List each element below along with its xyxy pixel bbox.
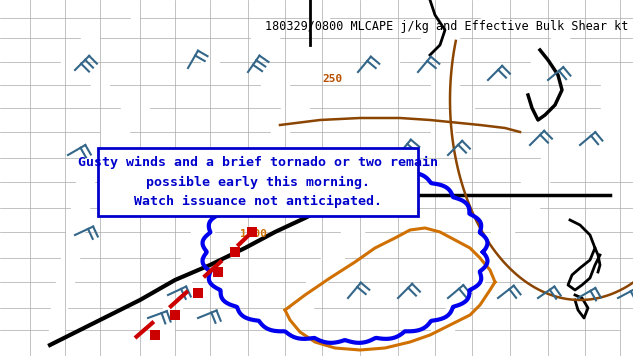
FancyBboxPatch shape — [98, 148, 418, 216]
Text: 180329/0800 MLCAPE j/kg and Effective Bulk Shear kt: 180329/0800 MLCAPE j/kg and Effective Bu… — [265, 20, 629, 33]
Text: 250: 250 — [322, 74, 342, 84]
Text: Gusty winds and a brief tornado or two remain
possible early this morning.
Watch: Gusty winds and a brief tornado or two r… — [78, 156, 438, 208]
Text: 1000: 1000 — [240, 229, 267, 239]
